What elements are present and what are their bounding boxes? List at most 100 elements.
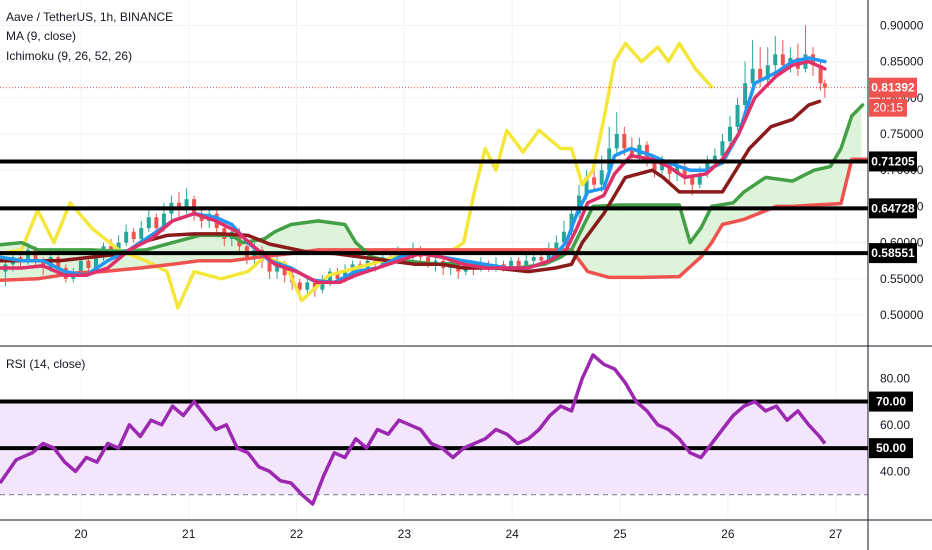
candle-body xyxy=(426,257,431,265)
candle-body xyxy=(614,133,619,149)
candle-body xyxy=(267,260,272,272)
tenkan-line xyxy=(0,59,827,285)
price-tick-label: 0.90000 xyxy=(880,18,924,32)
candle-body xyxy=(184,199,189,211)
countdown-bg xyxy=(869,98,907,117)
candle-body xyxy=(599,170,604,185)
level-label: 0.64728 xyxy=(871,201,915,215)
rsi-level-label-bg xyxy=(869,391,913,412)
rsi-tick-label: 40.00 xyxy=(880,464,910,478)
candle-body xyxy=(524,260,529,268)
countdown-label: 20:15 xyxy=(873,101,903,115)
candle-body xyxy=(822,83,827,88)
cloud-area xyxy=(0,220,364,281)
rsi-level-label-bg xyxy=(869,438,913,459)
candle-body xyxy=(660,162,665,171)
rsi-tick-label: 60.00 xyxy=(880,418,910,432)
candle-body xyxy=(320,282,325,290)
candle-body xyxy=(652,159,657,171)
candle-body xyxy=(743,83,748,106)
rsi-levels[interactable] xyxy=(0,399,868,496)
current-price-label: 0.81392 xyxy=(871,81,915,95)
candle-body xyxy=(569,213,574,232)
candle-body xyxy=(154,217,159,229)
candle-body xyxy=(682,166,687,178)
time-tick-label: 20 xyxy=(74,527,88,541)
rsi-tick-label: 80.00 xyxy=(880,371,910,385)
candle-body xyxy=(539,257,544,261)
candle-body xyxy=(275,264,280,272)
price-tick-label: 0.50000 xyxy=(880,308,924,322)
candle-body xyxy=(554,242,559,250)
ichimoku-cloud xyxy=(0,106,862,281)
rsi-legend: RSI (14, close) xyxy=(6,357,85,371)
level-label-bg xyxy=(869,198,917,219)
candle-body xyxy=(765,65,770,80)
time-tick-label: 26 xyxy=(721,527,735,541)
ichimoku-legend: Ichimoku (9, 26, 52, 26) xyxy=(6,49,132,63)
candle-body xyxy=(297,282,302,290)
candle-body xyxy=(139,228,144,239)
candle-body xyxy=(773,54,778,66)
time-tick-label: 21 xyxy=(182,527,196,541)
candle-body xyxy=(56,257,61,268)
candle-body xyxy=(335,271,340,279)
candle-body xyxy=(33,249,38,261)
rsi-line xyxy=(0,353,827,506)
time-tick-label: 23 xyxy=(398,527,412,541)
candle-body xyxy=(622,133,627,149)
level-label: 0.71205 xyxy=(871,154,915,168)
candle-body xyxy=(758,68,763,80)
candle-body xyxy=(305,282,310,290)
candle-body xyxy=(161,213,166,229)
candle-body xyxy=(124,231,129,243)
candle-body xyxy=(282,264,287,276)
time-tick-label: 27 xyxy=(829,527,843,541)
symbol-title: Aave / TetherUS, 1h, BINANCE xyxy=(6,10,173,24)
rsi-axis[interactable]: 80.00 60.00 40.00 xyxy=(880,371,910,478)
candle-body xyxy=(78,260,83,272)
candle-body xyxy=(629,148,634,156)
candle-body xyxy=(546,249,551,261)
candle-body xyxy=(727,126,732,142)
cloud-area xyxy=(571,106,862,278)
horizontal-levels[interactable] xyxy=(0,159,868,256)
candle-body xyxy=(509,260,514,268)
candle-body xyxy=(131,231,136,239)
level-label-bg xyxy=(869,151,917,172)
candle-body xyxy=(690,177,695,185)
candle-body xyxy=(48,257,53,268)
candle-body xyxy=(697,173,702,185)
time-tick-label: 24 xyxy=(505,527,519,541)
candle-body xyxy=(712,155,717,163)
candle-body xyxy=(327,271,332,283)
price-tick-label: 0.85000 xyxy=(880,55,924,69)
candle-body xyxy=(818,65,823,84)
candle-body xyxy=(735,105,740,127)
candle-body xyxy=(26,249,31,261)
rsi-line xyxy=(0,353,827,506)
candle-body xyxy=(750,68,755,84)
kijun-line xyxy=(0,99,822,274)
level-label-bg xyxy=(869,243,917,264)
price-axis-labels: 0.71205 0.64728 0.58551 0.81392 20:15 70.00 50… xyxy=(869,77,917,459)
ma-legend: MA (9, close) xyxy=(6,29,76,43)
candle-body xyxy=(577,195,582,214)
candle-body xyxy=(584,177,589,196)
candle-body xyxy=(561,231,566,243)
time-axis[interactable]: 20 21 22 23 24 25 26 27 xyxy=(74,527,842,541)
candle-body xyxy=(675,166,680,174)
candle-body xyxy=(607,148,612,171)
rsi-level-label: 70.00 xyxy=(876,395,906,409)
candle-body xyxy=(86,260,91,268)
price-tick-label: 0.55000 xyxy=(880,272,924,286)
time-tick-label: 25 xyxy=(613,527,627,541)
candle-body xyxy=(146,217,151,229)
candle-body xyxy=(93,257,98,268)
rsi-level-label: 50.00 xyxy=(876,441,906,455)
candle-body xyxy=(720,141,725,156)
candle-body xyxy=(780,54,785,66)
candle-body xyxy=(516,260,521,268)
level-label: 0.58551 xyxy=(871,246,915,260)
